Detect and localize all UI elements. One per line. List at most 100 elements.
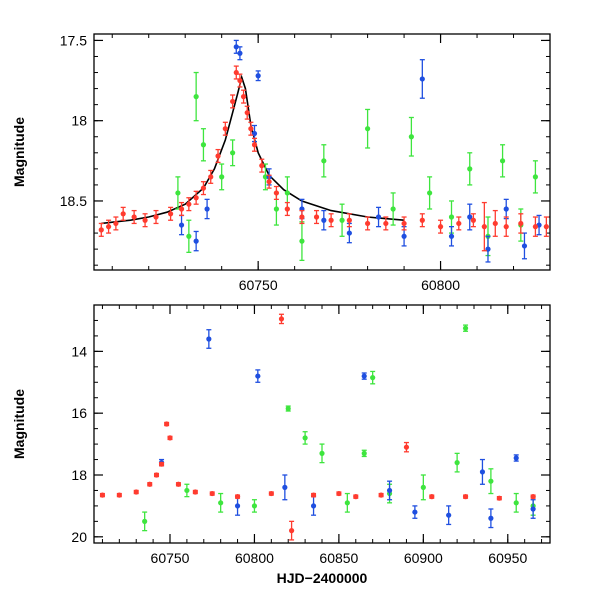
data-point-green (488, 478, 494, 484)
data-point-red (215, 153, 221, 159)
data-point-green (420, 484, 426, 490)
data-point-blue (530, 506, 536, 512)
data-point-red (299, 214, 305, 220)
data-point-red (419, 217, 425, 223)
data-point-green (193, 94, 199, 100)
bottom-plot-frame (93, 304, 551, 544)
y-tick-label: 14 (71, 343, 87, 359)
data-point-blue (361, 373, 367, 379)
data-point-blue (204, 206, 210, 212)
data-point-red (168, 211, 174, 217)
data-point-green (513, 500, 519, 506)
data-point-blue (321, 217, 327, 223)
data-point-red (153, 472, 160, 478)
data-point-red (116, 492, 122, 498)
data-point-red (437, 224, 444, 230)
data-point-red (208, 174, 214, 180)
data-point-red (200, 185, 207, 191)
x-tick-label: 60800 (235, 550, 274, 566)
data-point-green (319, 450, 325, 456)
data-point-red (365, 220, 371, 227)
data-point-red (248, 126, 254, 132)
data-point-green (200, 142, 207, 148)
data-point-green (230, 150, 236, 156)
data-point-red (142, 217, 148, 223)
data-point-blue (479, 469, 486, 475)
data-point-red (503, 224, 509, 230)
data-point-red (383, 220, 389, 227)
top-ticks: 60750 60800 17.5 18 18.5 (60, 32, 551, 293)
data-point-red (192, 489, 198, 495)
data-point-red (496, 495, 502, 501)
data-point-blue (419, 76, 425, 82)
data-point-red (268, 490, 274, 497)
y-tick-label: 16 (71, 405, 87, 421)
data-point-red (543, 224, 549, 230)
data-point-red (131, 214, 137, 220)
data-point-red (470, 217, 476, 223)
data-point-red (481, 224, 487, 230)
data-point-green (370, 375, 376, 381)
x-tick-label: 60800 (421, 277, 460, 293)
data-point-blue (282, 484, 288, 490)
data-point-blue (446, 512, 452, 518)
data-point-blue (503, 206, 509, 212)
data-point-blue (310, 503, 317, 509)
data-point-red (98, 227, 104, 233)
data-point-blue (401, 233, 407, 239)
data-point-green (251, 503, 258, 509)
data-point-red (429, 494, 435, 500)
y-tick-label: 20 (71, 529, 87, 545)
data-point-green (365, 126, 371, 132)
series-blue (178, 39, 542, 263)
data-point-red (209, 490, 215, 497)
data-point-red (244, 110, 250, 116)
data-point-red (234, 494, 241, 500)
data-point-red (178, 206, 185, 212)
data-point-blue (255, 73, 261, 79)
data-point-red (175, 481, 182, 487)
data-point-blue (467, 214, 473, 220)
data-point-red (230, 98, 236, 105)
y-tick-label: 18 (71, 113, 87, 129)
data-point-green (408, 134, 414, 140)
data-point-red (193, 195, 199, 201)
top-points (98, 39, 549, 263)
bottom-ticks: 60750 60800 60850 60900 60950 14 16 18 20 (71, 304, 550, 566)
data-point-blue (375, 214, 382, 220)
data-point-red (158, 461, 165, 467)
data-point-red (284, 206, 290, 212)
data-point-blue (513, 455, 519, 461)
x-tick-label: 60750 (239, 277, 278, 293)
data-point-red (278, 316, 285, 322)
data-point-green (499, 158, 506, 164)
x-tick-label: 60850 (319, 550, 358, 566)
data-point-red (153, 214, 159, 220)
data-point-red (99, 492, 106, 498)
data-point-blue (233, 44, 239, 50)
data-point-blue (488, 515, 494, 521)
data-point-red (120, 211, 126, 217)
data-point-red (133, 489, 139, 495)
x-axis-label: HJD−2400000 (277, 570, 368, 586)
series-green (142, 324, 536, 532)
data-point-green (467, 166, 473, 172)
y-tick-label: 18.5 (60, 193, 87, 209)
data-point-blue (412, 509, 418, 515)
data-point-blue (193, 238, 199, 244)
top-plot-frame (93, 33, 551, 271)
series-red (99, 313, 536, 541)
data-point-red (240, 94, 247, 100)
data-point-green (321, 158, 327, 164)
data-point-red (353, 494, 359, 500)
bottom-points (99, 313, 536, 541)
data-point-red (492, 220, 498, 227)
x-tick-label: 60750 (151, 550, 190, 566)
data-point-red (462, 494, 469, 500)
data-point-blue (386, 487, 393, 494)
data-point-green (175, 190, 181, 196)
data-point-red (530, 494, 536, 500)
x-tick-label: 60950 (488, 550, 527, 566)
